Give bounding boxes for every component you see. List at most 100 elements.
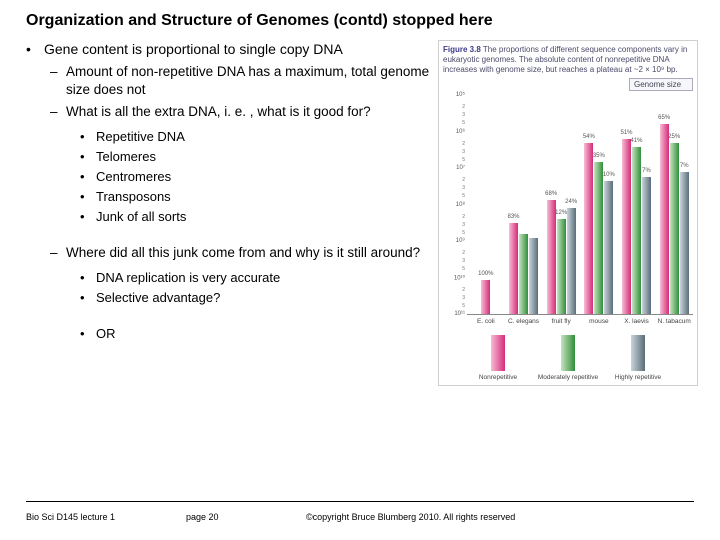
ytick-minor: 2: [462, 214, 465, 220]
ytick-minor: 2: [462, 287, 465, 293]
bar-chart: 10¹¹53210¹⁰53210⁹53210⁸53210⁷53210⁶53210…: [467, 95, 693, 315]
x-label: E. coli: [467, 315, 505, 325]
ytick: 10⁸: [456, 202, 465, 208]
bullet-sub3: Where did all this junk come from and wh…: [50, 244, 438, 343]
bar: 100%: [481, 280, 490, 314]
legend-box: Genome size: [629, 78, 693, 91]
list-item-junk: Junk of all sorts: [80, 208, 438, 226]
ytick-minor: 5: [462, 303, 465, 309]
ytick-minor: 5: [462, 266, 465, 272]
figure-column: Figure 3.8 The proportions of different …: [438, 40, 698, 386]
ytick: 10⁵: [456, 92, 465, 98]
bullet-sub1: Amount of non-repetitive DNA has a maxim…: [50, 63, 438, 99]
bar-group: 54%35%10%: [580, 95, 618, 314]
list-item-telomeres: Telomeres: [80, 148, 438, 166]
ytick-minor: 3: [462, 222, 465, 228]
swatch-gray: [631, 335, 645, 371]
ytick-minor: 5: [462, 193, 465, 199]
list-item-centromeres: Centromeres: [80, 168, 438, 186]
legend-nonrepetitive: Nonrepetitive: [467, 335, 529, 381]
bar-label: 41%: [631, 138, 643, 144]
footer-left: Bio Sci D145 lecture 1: [26, 512, 186, 522]
bar: [529, 238, 538, 314]
list2-selective: Selective advantage?: [80, 289, 438, 307]
figure-caption: Figure 3.8 The proportions of different …: [443, 45, 693, 75]
bar-label: 24%: [565, 199, 577, 205]
x-label: fruit fly: [542, 315, 580, 325]
bar: 35%: [594, 162, 603, 314]
ytick: 10¹¹: [454, 311, 465, 317]
list2-accurate: DNA replication is very accurate: [80, 269, 438, 287]
x-label: C. elegans: [505, 315, 543, 325]
bullet-sub2: What is all the extra DNA, i. e. , what …: [50, 103, 438, 226]
bar: 25%: [670, 143, 679, 314]
y-axis: 10¹¹53210¹⁰53210⁹53210⁸53210⁷53210⁶53210…: [443, 95, 467, 314]
ytick-minor: 3: [462, 149, 465, 155]
bullet-main: Gene content is proportional to single c…: [26, 40, 438, 343]
bar: 54%: [584, 143, 593, 314]
bar: 41%: [632, 147, 641, 314]
bar: [519, 234, 528, 314]
bar: 7%: [642, 177, 651, 314]
ytick-minor: 2: [462, 250, 465, 256]
ytick: 10¹⁰: [454, 274, 465, 281]
bar-label: 54%: [583, 134, 595, 140]
legend-moderate: Moderately repetitive: [537, 335, 599, 381]
ytick: 10⁷: [456, 165, 465, 171]
ytick-minor: 3: [462, 185, 465, 191]
bar-label: 7%: [680, 163, 689, 169]
x-label: N. tabacum: [655, 315, 693, 325]
bar-label: 65%: [658, 115, 670, 121]
x-label: X. laevis: [618, 315, 656, 325]
bar: 68%: [547, 200, 556, 314]
footer-rule: [26, 501, 694, 502]
ytick-minor: 5: [462, 230, 465, 236]
ytick-minor: 5: [462, 157, 465, 163]
bar-label: 83%: [507, 214, 519, 220]
bar-label: 7%: [642, 168, 651, 174]
x-label: mouse: [580, 315, 618, 325]
bar: 10%: [604, 181, 613, 314]
bar-label: 51%: [621, 130, 633, 136]
bar-label: 35%: [593, 153, 605, 159]
legend-row: Nonrepetitive Moderately repetitive High…: [467, 335, 669, 381]
swatch-pink: [491, 335, 505, 371]
legend-a-label: Nonrepetitive: [467, 374, 529, 381]
ytick-minor: 2: [462, 104, 465, 110]
bar: 83%: [509, 223, 518, 314]
content-area: Gene content is proportional to single c…: [0, 40, 720, 386]
bar-label: 25%: [668, 134, 680, 140]
bar-group: 65%25%7%: [655, 95, 693, 314]
bar-label: 68%: [545, 191, 557, 197]
footer: Bio Sci D145 lecture 1 page 20 ©copyrigh…: [26, 512, 694, 522]
ytick-minor: 3: [462, 295, 465, 301]
ytick-minor: 2: [462, 141, 465, 147]
figure-number: Figure 3.8: [443, 45, 481, 54]
ytick-minor: 3: [462, 112, 465, 118]
bullet-main-text: Gene content is proportional to single c…: [44, 41, 343, 57]
figure-panel: Figure 3.8 The proportions of different …: [438, 40, 698, 386]
bar: 12%: [557, 219, 566, 314]
bullet-sub3-text: Where did all this junk come from and wh…: [66, 245, 420, 260]
swatch-green: [561, 335, 575, 371]
bar: 24%: [567, 208, 576, 314]
footer-right: ©copyright Bruce Blumberg 2010. All righ…: [306, 512, 694, 522]
x-axis-labels: E. coliC. elegansfruit flymouseX. laevis…: [467, 315, 693, 325]
bar-group: 68%12%24%: [542, 95, 580, 314]
legend-highly: Highly repetitive: [607, 335, 669, 381]
bar-label: 10%: [603, 172, 615, 178]
legend-c-label: Highly repetitive: [607, 374, 669, 381]
bar: 7%: [680, 172, 689, 315]
bullet-sub2-text: What is all the extra DNA, i. e. , what …: [66, 104, 371, 119]
bar: 51%: [622, 139, 631, 314]
ytick-minor: 2: [462, 177, 465, 183]
bar: 65%: [660, 124, 669, 314]
list-item-repetitive: Repetitive DNA: [80, 128, 438, 146]
ytick-minor: 3: [462, 258, 465, 264]
page-title: Organization and Structure of Genomes (c…: [0, 0, 720, 40]
bar-group: 83%: [505, 95, 543, 314]
list2-or: OR: [80, 325, 438, 343]
ytick-minor: 5: [462, 120, 465, 126]
bar-label: 12%: [555, 210, 567, 216]
bar-group: 51%41%7%: [618, 95, 656, 314]
